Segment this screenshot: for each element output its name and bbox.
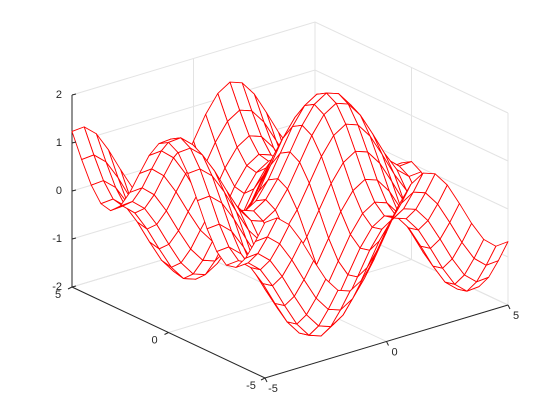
y-tick	[260, 377, 266, 381]
z-tick	[71, 93, 77, 96]
z-tick-label: 0	[56, 185, 62, 197]
z-tick-label: 2	[56, 89, 62, 101]
z-tick-label: -2	[52, 281, 62, 293]
z-tick	[71, 189, 77, 192]
mesh-cell	[254, 217, 278, 242]
y-tick	[67, 286, 73, 290]
x-tick-label: -5	[268, 383, 278, 395]
z-tick	[71, 285, 77, 288]
z-tick	[71, 237, 77, 240]
grid-line	[71, 69, 509, 162]
grid-line	[71, 21, 509, 114]
z-tick-label: 1	[56, 137, 62, 149]
x-tick	[507, 304, 511, 310]
y-tick	[164, 332, 169, 335]
y-tick-label: -5	[246, 380, 256, 392]
x-tick	[386, 341, 389, 346]
x-tick-label: 0	[391, 346, 397, 358]
x-tick-label: 5	[513, 310, 519, 322]
y-tick-label: 5	[55, 289, 61, 301]
x-tick	[264, 377, 268, 383]
y-tick-label: 0	[151, 334, 157, 346]
z-tick	[71, 141, 77, 144]
z-tick-label: -1	[52, 233, 62, 245]
